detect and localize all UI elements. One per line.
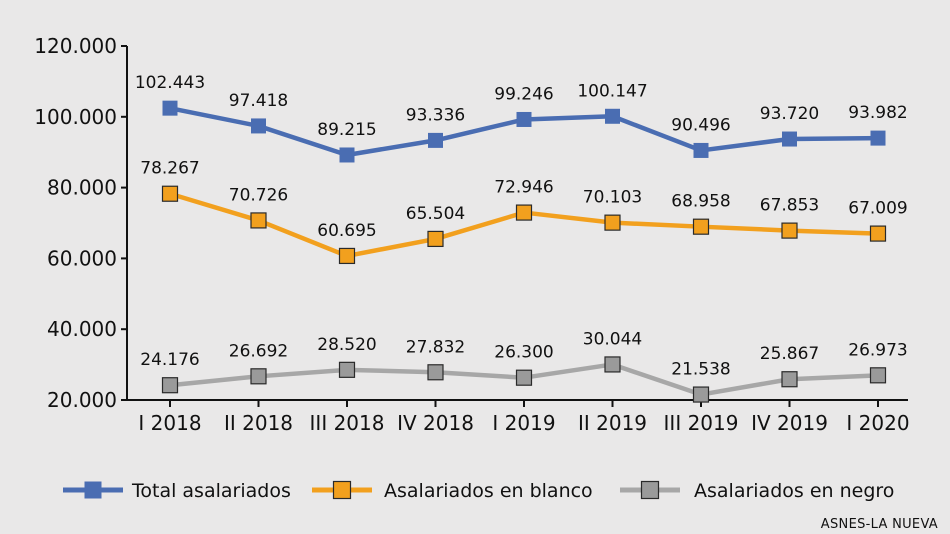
data-label: 90.496 (671, 115, 730, 135)
y-tick-label: 80.000 (47, 176, 117, 200)
data-point (338, 361, 356, 378)
data-point (781, 371, 798, 388)
data-point (869, 225, 887, 242)
data-point (781, 222, 798, 239)
legend-marker (640, 480, 660, 500)
data-point (692, 218, 710, 235)
data-point (162, 100, 178, 116)
data-point (515, 369, 533, 386)
x-tick-label: III 2018 (310, 411, 385, 435)
data-label: 67.009 (848, 199, 907, 219)
data-point (693, 142, 709, 158)
data-label: 26.973 (848, 340, 907, 360)
data-label: 24.176 (140, 350, 199, 370)
series-layer: 102.443 97.418 89.215 93.336 99.246 100.147 90… (135, 73, 908, 403)
x-tick-label: IV 2018 (397, 411, 474, 435)
legend-marker (332, 480, 352, 500)
data-label: 30.044 (583, 329, 642, 349)
legend-item-3: Asalariados en negro (620, 480, 894, 502)
data-point (692, 386, 710, 403)
data-label: 102.443 (135, 73, 205, 93)
data-point (515, 204, 533, 221)
data-point (782, 131, 797, 147)
data-label: 78.267 (140, 159, 199, 179)
data-point (428, 132, 443, 148)
data-point (870, 130, 886, 146)
data-label: 93.982 (848, 103, 907, 123)
data-point (250, 368, 267, 385)
axes: 20.000 40.000 60.000 80.000 100.000 120.000 I … (34, 34, 909, 435)
data-point (251, 118, 266, 134)
data-label: 89.215 (317, 120, 376, 140)
data-label: 25.867 (760, 344, 819, 364)
data-point (339, 147, 355, 163)
x-tick-label: III 2019 (664, 411, 739, 435)
legend-label: Asalariados en negro (694, 480, 894, 502)
legend-label: Total asalariados (131, 480, 291, 502)
legend-item-1: Total asalariados (63, 480, 291, 502)
x-tick-label: I 2020 (846, 411, 909, 435)
source-credit: ASNES-LA NUEVA (821, 517, 938, 532)
data-label: 93.720 (760, 104, 819, 124)
data-label: 97.418 (229, 91, 288, 111)
data-label: 26.300 (494, 343, 553, 363)
data-label: 70.103 (583, 188, 642, 208)
y-tick-label: 100.000 (34, 105, 117, 129)
series-1: 102.443 97.418 89.215 93.336 99.246 100.147 90… (135, 73, 908, 163)
y-tick-label: 60.000 (47, 246, 117, 270)
legend-marker (84, 481, 102, 499)
y-tick-label: 120.000 (34, 34, 117, 58)
data-point (161, 185, 179, 202)
legend-item-2: Asalariados en blanco (312, 480, 593, 502)
data-point (605, 108, 620, 124)
data-point (604, 214, 621, 231)
y-tick-label: 20.000 (47, 388, 117, 412)
data-label: 21.538 (671, 360, 730, 380)
data-point (338, 247, 356, 265)
data-label: 60.695 (317, 221, 376, 241)
data-point (427, 364, 444, 381)
data-label: 93.336 (406, 105, 465, 125)
data-label: 65.504 (406, 204, 465, 224)
series-3: 24.176 26.692 28.520 27.832 26.300 30.044 21.5… (140, 329, 908, 403)
data-label: 72.946 (494, 178, 553, 198)
legend: Total asalariados Asalariados en blanco As… (63, 480, 894, 502)
data-point (427, 230, 444, 248)
data-label: 26.692 (229, 341, 288, 361)
x-tick-label: II 2019 (578, 411, 647, 435)
data-label: 99.246 (494, 84, 553, 104)
x-tick-label: II 2018 (224, 411, 293, 435)
x-tick-label: IV 2019 (751, 411, 828, 435)
data-point (161, 377, 179, 394)
data-point (516, 111, 532, 127)
data-point (869, 367, 887, 384)
data-label: 67.853 (760, 196, 819, 216)
data-point (604, 356, 621, 373)
data-label: 27.832 (406, 337, 465, 357)
data-label: 28.520 (317, 335, 376, 355)
legend-label: Asalariados en blanco (384, 480, 593, 502)
x-tick-label: I 2018 (138, 411, 201, 435)
series-2: 78.267 70.726 60.695 65.504 72.946 70.103 68.9… (140, 159, 908, 265)
data-label: 68.958 (671, 192, 730, 212)
data-point (250, 212, 267, 229)
x-tick-label: I 2019 (492, 411, 555, 435)
data-label: 70.726 (229, 185, 288, 205)
data-label: 100.147 (577, 81, 647, 101)
y-tick-label: 40.000 (47, 317, 117, 341)
